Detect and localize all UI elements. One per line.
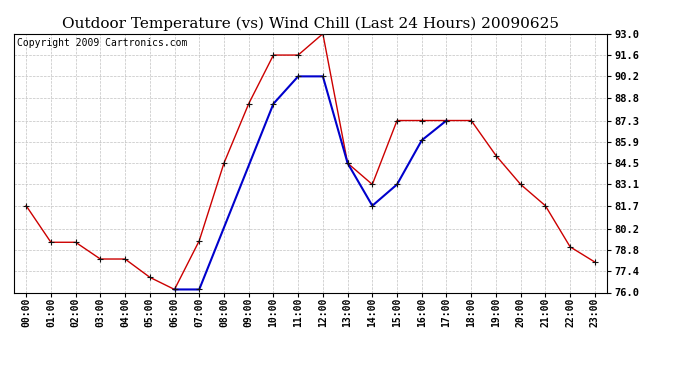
Text: Copyright 2009 Cartronics.com: Copyright 2009 Cartronics.com <box>17 38 187 48</box>
Title: Outdoor Temperature (vs) Wind Chill (Last 24 Hours) 20090625: Outdoor Temperature (vs) Wind Chill (Las… <box>62 17 559 31</box>
